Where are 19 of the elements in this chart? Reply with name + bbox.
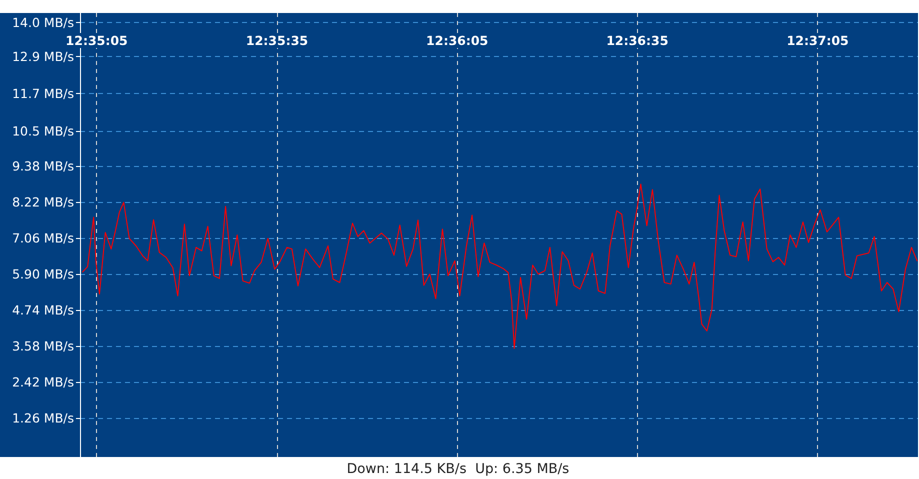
y-tick-label: 2.42 MB/s [12, 374, 74, 390]
y-tick-label: 9.38 MB/s [12, 158, 74, 174]
y-tick-label: 8.22 MB/s [12, 194, 74, 210]
y-tick-label: 14.0 MB/s [12, 14, 74, 30]
y-tick-label: 7.06 MB/s [12, 230, 74, 246]
line-series [82, 184, 918, 349]
y-tick-label: 11.7 MB/s [12, 86, 74, 102]
y-tick-label: 4.74 MB/s [12, 302, 74, 318]
y-tick-label: 5.90 MB/s [12, 266, 74, 282]
x-tick-label: 12:37:05 [786, 33, 849, 48]
x-tick-label: 12:35:05 [66, 33, 128, 48]
y-tick-label: 1.26 MB/s [12, 410, 74, 426]
x-tick-label: 12:36:35 [606, 33, 668, 48]
x-tick-label: 12:36:05 [426, 33, 488, 48]
y-tick-label: 3.58 MB/s [12, 338, 74, 354]
text: Down: 114.5 KB/s Up: 6.35 MB/s [346, 460, 570, 478]
y-tick-label: 12.9 MB/s [12, 48, 74, 64]
y-tick-label: 10.5 MB/s [12, 123, 74, 138]
x-tick-label: 12:35:35 [246, 33, 308, 48]
